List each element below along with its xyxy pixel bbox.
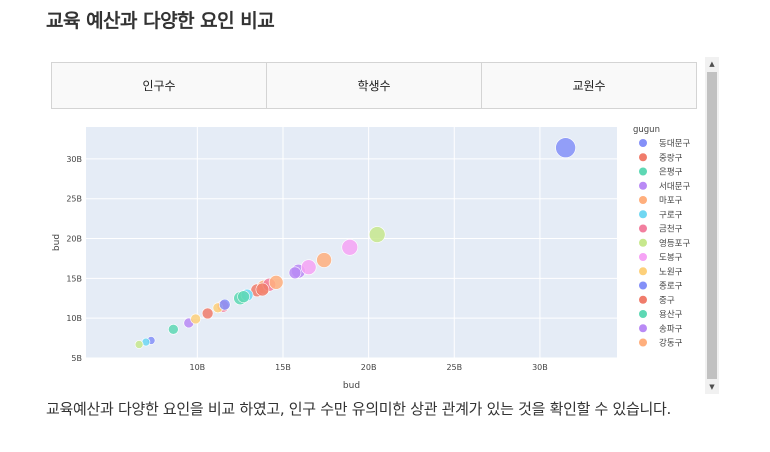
data-point — [255, 282, 270, 297]
y-tick-label: 15B — [66, 274, 82, 283]
legend-marker — [639, 224, 647, 233]
tab-students[interactable]: 학생수 — [267, 63, 482, 108]
x-tick-label: 20B — [361, 363, 377, 372]
scroll-thumb[interactable] — [707, 72, 717, 379]
y-tick-label: 5B — [71, 354, 82, 363]
scroll-up-icon[interactable]: ▲ — [709, 60, 715, 68]
data-point — [288, 266, 302, 280]
data-point — [168, 324, 179, 335]
legend-label: 마포구 — [659, 196, 683, 206]
data-point — [190, 313, 201, 325]
x-tick-label: 15B — [275, 363, 291, 372]
legend-label: 구로구 — [659, 210, 683, 220]
legend-label: 중랑구 — [659, 152, 683, 163]
data-point — [237, 290, 250, 303]
legend-label: 서대문구 — [659, 182, 690, 192]
x-tick-label: 30B — [532, 363, 548, 372]
data-point — [316, 252, 332, 268]
description-text: 교육예산과 다양한 요인을 비교 하였고, 인구 수만 유의미한 상관 관계가 … — [46, 400, 671, 418]
y-tick-label: 20B — [66, 235, 82, 244]
legend-label: 노원구 — [659, 267, 683, 277]
legend-label: 송파구 — [659, 324, 683, 334]
legend-marker — [639, 295, 647, 304]
data-point — [555, 137, 576, 159]
x-tick-label: 10B — [190, 363, 206, 372]
legend-marker — [639, 338, 647, 347]
legend-marker — [639, 153, 647, 162]
legend-marker — [639, 281, 647, 290]
legend-marker — [639, 310, 647, 318]
data-point — [201, 307, 214, 320]
tab-teachers[interactable]: 교원수 — [572, 79, 606, 93]
legend-title: gugun — [633, 125, 660, 135]
y-tick-label: 10B — [66, 314, 82, 323]
legend-marker — [639, 253, 647, 261]
data-point — [268, 275, 284, 290]
data-point — [300, 259, 317, 275]
legend-marker — [639, 181, 647, 190]
y-tick-label: 30B — [66, 155, 82, 164]
data-point — [368, 226, 386, 243]
legend-label: 은평구 — [659, 167, 683, 178]
legend-marker — [639, 324, 647, 333]
scroll-down-icon[interactable]: ▼ — [709, 383, 715, 391]
data-point — [341, 238, 359, 256]
legend-marker — [639, 167, 647, 176]
legend-marker — [639, 210, 647, 219]
y-tick-label: 25B — [66, 195, 82, 204]
legend-label: 동대문구 — [659, 139, 690, 149]
y-axis-title: bud — [52, 234, 62, 251]
scatter-chart: 10B 15B 20B 25B 30B 5B 10B 15B 20B 25B 30B bud bud gu… — [52, 125, 690, 391]
legend-marker — [639, 267, 647, 276]
page-title: 교육 예산과 다양한 요인 비교 — [46, 10, 275, 32]
legend-label: 종로구 — [659, 282, 683, 292]
legend-marker — [639, 196, 647, 204]
legend-label: 용산구 — [659, 309, 683, 320]
data-point — [218, 298, 231, 311]
legend-label: 중구 — [659, 296, 675, 306]
legend-label: 도봉구 — [659, 253, 683, 263]
vertical-scrollbar[interactable]: ▲ ▼ — [705, 57, 719, 394]
tab-population[interactable]: 인구수 — [52, 63, 267, 108]
x-tick-label: 25B — [446, 363, 462, 372]
legend-label: 영등포구 — [659, 238, 690, 249]
data-point — [134, 340, 144, 349]
x-axis-title: bud — [343, 381, 360, 391]
legend-label: 금천구 — [659, 224, 683, 235]
chart-frame: 인구수 학생수 교원수 10B 15B 20B 25B 30B 5B 10B 15B 20B 25… — [51, 57, 705, 394]
legend-marker — [639, 139, 647, 147]
tab-bar: 인구수 학생수 교원수 — [51, 62, 697, 109]
legend-marker — [639, 238, 647, 247]
legend-label: 강동구 — [659, 338, 683, 349]
